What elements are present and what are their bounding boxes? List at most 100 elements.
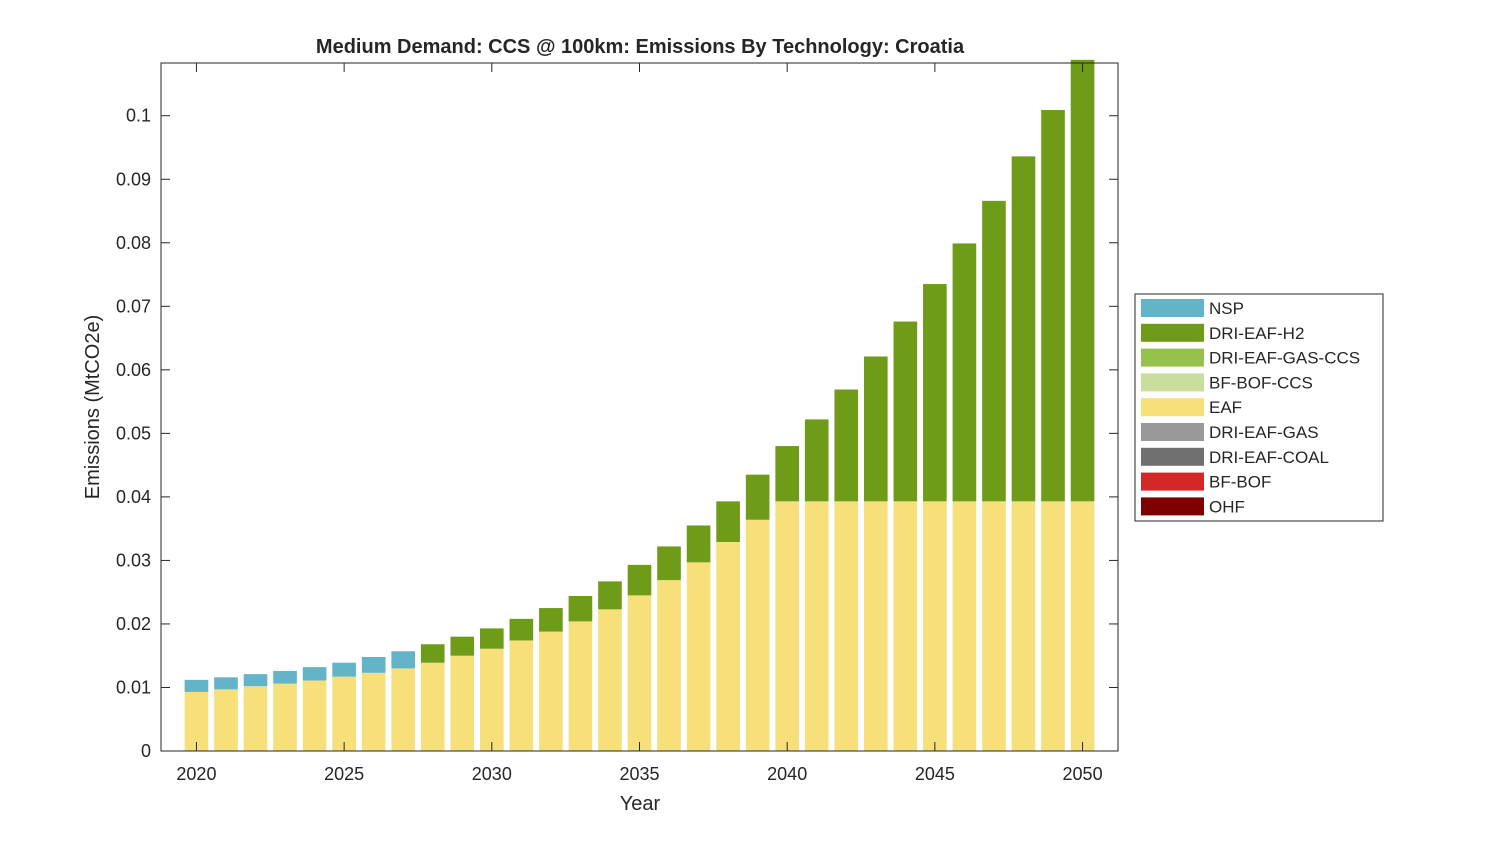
bar-dri-eaf-h2-2046 — [952, 243, 977, 502]
y-tick-label: 0 — [141, 741, 151, 761]
y-axis-label: Emissions (MtCO2e) — [82, 315, 104, 499]
bar-nsp-2024 — [302, 667, 327, 681]
y-tick-label: 0.03 — [116, 550, 151, 570]
bar-dri-eaf-h2-2042 — [834, 389, 859, 502]
bar-eaf-2026 — [361, 672, 386, 751]
y-tick-label: 0.04 — [116, 487, 151, 507]
bar-eaf-2044 — [893, 501, 918, 751]
bar-nsp-2022 — [243, 674, 268, 687]
bar-eaf-2039 — [745, 519, 770, 751]
bar-dri-eaf-h2-2049 — [1041, 110, 1065, 502]
y-tick-label: 0.05 — [116, 423, 151, 443]
legend-swatch-dri-eaf-h2 — [1141, 323, 1204, 342]
y-axis: 0 0.01 0.02 0.03 0.04 0.05 0.06 0.07 0.08 0.09 0.1 — [116, 106, 1118, 761]
bar-dri-eaf-h2-2045 — [923, 284, 947, 502]
bar-eaf-2030 — [480, 648, 504, 751]
bar-eaf-2021 — [214, 689, 238, 751]
x-tick-label: 2040 — [767, 764, 807, 784]
bar-dri-eaf-h2-2030 — [480, 628, 504, 649]
legend-label-dri-eaf-h2: DRI-EAF-H2 — [1209, 324, 1304, 343]
plot-area: 2020 2025 2030 2035 2040 2045 2050 0 0.01 0.02 0.… — [116, 59, 1119, 784]
y-tick-label: 0.01 — [116, 677, 151, 697]
bar-eaf-2033 — [568, 621, 593, 751]
legend-items: NSP DRI-EAF-H2 DRI-EAF-GAS-CCS BF-BOF-CCS EA… — [1141, 299, 1360, 516]
bar-eaf-2049 — [1041, 501, 1065, 751]
legend: NSP DRI-EAF-H2 DRI-EAF-GAS-CCS BF-BOF-CCS EA… — [1134, 293, 1384, 522]
bar-eaf-2037 — [686, 562, 711, 751]
legend-label-nsp: NSP — [1209, 299, 1244, 318]
bar-dri-eaf-h2-2043 — [863, 356, 888, 502]
bar-nsp-2023 — [273, 670, 297, 684]
bar-dri-eaf-h2-2039 — [745, 474, 770, 520]
bar-eaf-2045 — [923, 501, 947, 751]
x-tick-label: 2045 — [915, 764, 955, 784]
x-tick-label: 2025 — [324, 764, 364, 784]
legend-label-dri-eaf-gas: DRI-EAF-GAS — [1209, 423, 1319, 442]
y-tick-label: 0.1 — [126, 106, 151, 126]
legend-swatch-dri-eaf-gas-ccs — [1141, 348, 1204, 367]
bar-dri-eaf-h2-2031 — [509, 618, 534, 641]
x-tick-label: 2050 — [1063, 764, 1103, 784]
y-tick-label: 0.02 — [116, 614, 151, 634]
bar-dri-eaf-h2-2032 — [539, 608, 563, 632]
bar-nsp-2026 — [361, 656, 386, 673]
legend-swatch-bf-bof — [1141, 472, 1204, 491]
bar-eaf-2024 — [302, 680, 327, 751]
bar-eaf-2040 — [775, 501, 799, 751]
legend-swatch-dri-eaf-gas — [1141, 423, 1204, 441]
bar-dri-eaf-h2-2029 — [450, 636, 475, 656]
legend-swatch-bf-bof-ccs — [1141, 373, 1204, 392]
legend-swatch-dri-eaf-coal — [1141, 447, 1204, 466]
legend-label-eaf: EAF — [1209, 398, 1242, 417]
bar-dri-eaf-h2-2038 — [716, 501, 740, 542]
bar-eaf-2025 — [332, 676, 356, 751]
bars-layer — [184, 59, 1095, 751]
legend-swatch-ohf — [1141, 497, 1204, 516]
bar-eaf-2048 — [1011, 501, 1036, 751]
bar-dri-eaf-h2-2047 — [982, 200, 1006, 502]
legend-label-bf-bof-ccs: BF-BOF-CCS — [1209, 373, 1313, 392]
legend-label-dri-eaf-coal: DRI-EAF-COAL — [1209, 448, 1329, 467]
bar-eaf-2020 — [184, 691, 209, 751]
y-tick-label: 0.07 — [116, 296, 151, 316]
bar-dri-eaf-h2-2048 — [1011, 156, 1036, 502]
chart-title: Medium Demand: CCS @ 100km: Emissions By… — [316, 36, 965, 58]
bar-dri-eaf-h2-2035 — [627, 564, 652, 596]
bar-nsp-2027 — [391, 651, 416, 669]
legend-swatch-nsp — [1141, 299, 1204, 317]
legend-label-bf-bof: BF-BOF — [1209, 473, 1271, 492]
bar-eaf-2036 — [657, 580, 681, 751]
bar-eaf-2032 — [539, 631, 563, 751]
bar-nsp-2025 — [332, 662, 356, 677]
x-tick-label: 2020 — [176, 764, 216, 784]
legend-swatch-eaf — [1141, 398, 1204, 417]
bar-eaf-2027 — [391, 668, 416, 751]
bar-nsp-2021 — [214, 677, 238, 690]
bar-dri-eaf-h2-2033 — [568, 595, 593, 622]
bar-eaf-2023 — [273, 683, 297, 751]
bar-eaf-2043 — [863, 501, 888, 751]
bar-dri-eaf-h2-2036 — [657, 546, 681, 581]
x-tick-label: 2035 — [619, 764, 659, 784]
bar-eaf-2034 — [598, 609, 622, 751]
bar-eaf-2038 — [716, 541, 740, 751]
y-tick-label: 0.09 — [116, 169, 151, 189]
bar-dri-eaf-h2-2041 — [804, 419, 829, 502]
bar-eaf-2031 — [509, 640, 534, 751]
x-axis-label: Year — [620, 793, 661, 815]
x-axis: 2020 2025 2030 2035 2040 2045 2050 — [176, 63, 1103, 784]
bar-eaf-2028 — [420, 662, 445, 751]
legend-label-ohf: OHF — [1209, 497, 1245, 516]
legend-label-dri-eaf-gas-ccs: DRI-EAF-GAS-CCS — [1209, 349, 1360, 368]
bar-eaf-2046 — [952, 501, 977, 751]
bar-dri-eaf-h2-2034 — [598, 581, 622, 610]
bar-dri-eaf-h2-2050 — [1070, 59, 1095, 502]
bar-eaf-2047 — [982, 501, 1006, 751]
bar-eaf-2022 — [243, 686, 268, 751]
bar-eaf-2042 — [834, 501, 859, 751]
y-tick-label: 0.06 — [116, 360, 151, 380]
x-tick-label: 2030 — [472, 764, 512, 784]
bar-eaf-2029 — [450, 655, 475, 751]
